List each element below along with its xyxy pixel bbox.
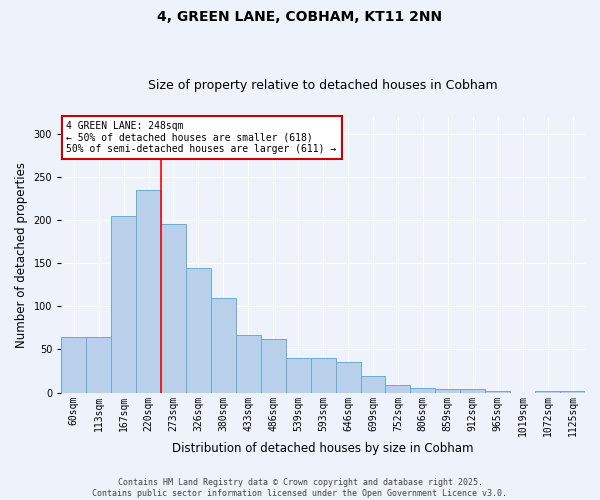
Bar xyxy=(111,216,136,392)
Text: Contains HM Land Registry data © Crown copyright and database right 2025.
Contai: Contains HM Land Registry data © Crown c… xyxy=(92,478,508,498)
Text: 4 GREEN LANE: 248sqm
← 50% of detached houses are smaller (618)
50% of semi-deta: 4 GREEN LANE: 248sqm ← 50% of detached h… xyxy=(67,121,337,154)
Bar xyxy=(286,358,311,392)
Bar xyxy=(485,391,510,392)
Bar xyxy=(436,389,460,392)
Bar xyxy=(410,388,436,392)
Bar xyxy=(535,391,560,392)
Bar xyxy=(161,224,186,392)
Bar xyxy=(186,268,211,392)
Bar xyxy=(385,385,410,392)
Bar xyxy=(335,362,361,392)
Bar xyxy=(311,358,335,392)
Bar xyxy=(136,190,161,392)
Bar xyxy=(236,335,261,392)
Text: 4, GREEN LANE, COBHAM, KT11 2NN: 4, GREEN LANE, COBHAM, KT11 2NN xyxy=(157,10,443,24)
Bar xyxy=(460,389,485,392)
Bar xyxy=(211,298,236,392)
Bar xyxy=(261,339,286,392)
Y-axis label: Number of detached properties: Number of detached properties xyxy=(15,162,28,348)
Bar xyxy=(61,336,86,392)
Bar xyxy=(560,391,585,392)
Title: Size of property relative to detached houses in Cobham: Size of property relative to detached ho… xyxy=(148,79,498,92)
Bar xyxy=(361,376,385,392)
Bar xyxy=(86,336,111,392)
X-axis label: Distribution of detached houses by size in Cobham: Distribution of detached houses by size … xyxy=(172,442,474,455)
